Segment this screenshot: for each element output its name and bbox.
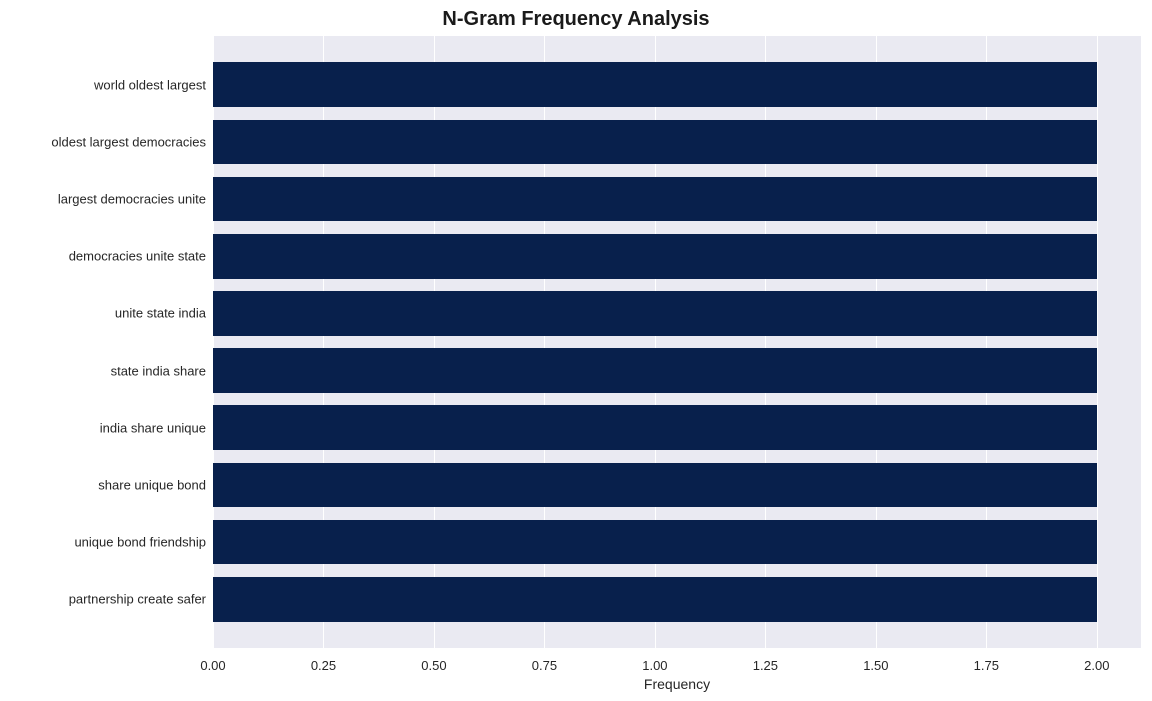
bar [213,291,1097,336]
y-tick-label: india share unique [100,420,206,435]
y-tick-label: partnership create safer [69,592,206,607]
x-tick-label: 1.75 [974,658,999,673]
x-tick-label: 1.00 [642,658,667,673]
bar [213,348,1097,393]
y-tick-label: oldest largest democracies [51,134,206,149]
y-tick-label: share unique bond [98,477,206,492]
bar [213,463,1097,508]
x-tick-label: 0.75 [532,658,557,673]
x-tick-label: 1.50 [863,658,888,673]
x-axis-label: Frequency [213,676,1141,692]
ngram-chart: N-Gram Frequency Analysis world oldest l… [0,0,1152,701]
y-tick-label: world oldest largest [94,77,206,92]
x-tick-label: 0.25 [311,658,336,673]
bar [213,177,1097,222]
bar [213,234,1097,279]
bar [213,405,1097,450]
y-tick-label: largest democracies unite [58,192,206,207]
x-tick-label: 1.25 [753,658,778,673]
y-axis-labels: world oldest largest oldest largest democ… [0,36,206,648]
gridline [1097,36,1098,648]
y-tick-label: unique bond friendship [74,535,206,550]
x-tick-label: 2.00 [1084,658,1109,673]
bar [213,120,1097,165]
bar [213,577,1097,622]
y-tick-label: democracies unite state [69,249,206,264]
x-tick-label: 0.50 [421,658,446,673]
bar [213,520,1097,565]
bar [213,62,1097,107]
y-tick-label: state india share [111,363,206,378]
chart-title: N-Gram Frequency Analysis [0,8,1152,31]
y-tick-label: unite state india [115,306,206,321]
plot-area [213,36,1141,648]
x-tick-label: 0.00 [200,658,225,673]
